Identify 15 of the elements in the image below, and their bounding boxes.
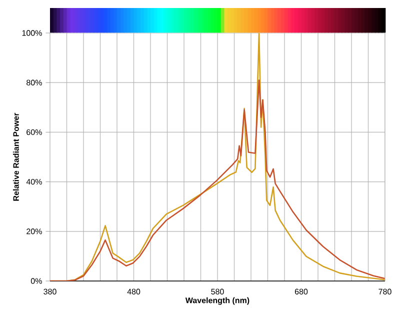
y-tick-label: 60% [26,129,42,136]
y-tick-label: 40% [26,178,42,185]
x-axis-title: Wavelength (nm) [185,297,250,305]
x-tick-label: 680 [294,288,308,294]
x-tick-label: 580 [211,288,224,294]
line-series [50,32,385,281]
x-tick-label: 480 [127,288,140,294]
y-tick-label: 0% [30,278,42,284]
y-tick-label: 80% [26,80,42,86]
x-tick-label: 380 [44,288,56,294]
y-tick-label: 100% [22,30,42,36]
x-tick-label: 780 [378,288,392,294]
y-axis-title: Relative Radiant Power [13,112,19,201]
line-series [50,79,385,281]
y-tick-label: 20% [26,228,42,234]
